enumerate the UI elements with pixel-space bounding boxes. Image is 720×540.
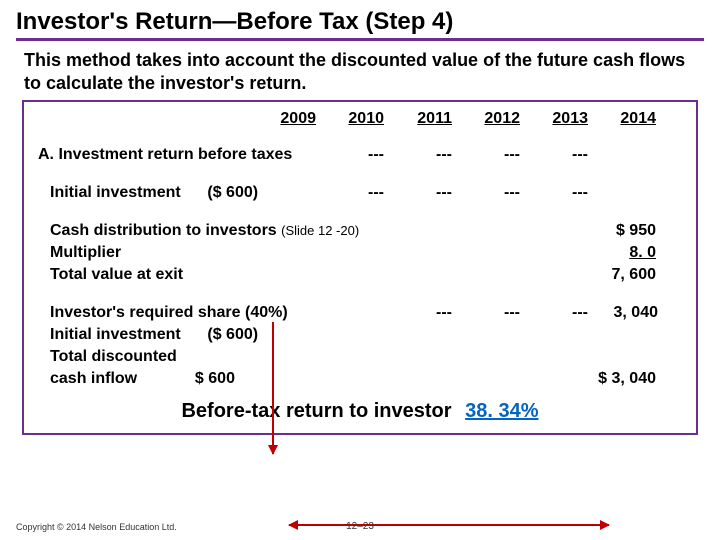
total-discounted-row-2: cash inflow $ 600 $ 3, 040 [38,370,682,388]
dash-cell: --- [384,146,452,164]
dash-cell: --- [384,184,452,202]
year-cell: 2013 [520,110,588,128]
dash-cell: --- [384,304,452,322]
dash-cell: --- [520,146,588,164]
copyright-text: Copyright © 2014 Nelson Education Ltd. [16,522,177,532]
multiplier-row: Multiplier 8. 0 [38,244,682,262]
result-label: Before-tax return to investor [181,400,451,422]
total-discounted-row-1: Total discounted [38,348,682,366]
required-share-row: Investor's required share (40%) --- --- … [38,304,682,322]
subtitle: This method takes into account the disco… [16,49,704,100]
initial-investment-label: Initial investment ($ 600) [38,184,316,202]
initial-label-text: Initial investment [50,184,181,201]
dash-cell: --- [452,304,520,322]
page-number: 12–23 [346,521,374,532]
arrow-horizontal-icon [289,524,609,526]
dash-cell: --- [452,184,520,202]
initial-amount: ($ 600) [207,184,258,201]
value-cell: 3, 040 [588,304,658,322]
cash-distribution-label: Cash distribution to investors (Slide 12… [38,222,518,240]
multiplier-label: Multiplier [38,244,518,262]
year-cell: 2010 [316,110,384,128]
value-cell: $ 3, 040 [316,370,656,388]
initial-investment-2-row: Initial investment ($ 600) [38,326,682,344]
initial-investment-row: Initial investment ($ 600) --- --- --- -… [38,184,682,202]
total-exit-row: Total value at exit 7, 600 [38,266,682,284]
content-box: 2009 2010 2011 2012 2013 2014 A. Investm… [22,100,698,435]
slide: Investor's Return—Before Tax (Step 4) Th… [0,0,720,540]
section-a-label: A. Investment return before taxes [38,146,316,164]
value-cell: $ 950 [518,222,656,240]
total-exit-label: Total value at exit [38,266,518,284]
value-cell: 8. 0 [518,244,656,262]
year-cell: 2009 [248,110,316,128]
year-cell: 2012 [452,110,520,128]
cash-distribution-row: Cash distribution to investors (Slide 12… [38,222,682,240]
total-discounted-label-2: cash inflow $ 600 [38,370,316,388]
section-a-heading: A. Investment return before taxes --- --… [38,146,682,164]
initial-investment-2-label: Initial investment ($ 600) [38,326,316,344]
year-header: 2009 2010 2011 2012 2013 2014 [38,110,682,128]
value-cell: 7, 600 [518,266,656,284]
result-percent: 38. 34% [465,400,538,422]
total-discounted-label-1: Total discounted [38,348,316,366]
result-row: Before-tax return to investor 38. 34% [38,400,682,423]
page-title: Investor's Return—Before Tax (Step 4) [16,8,704,41]
year-cell: 2014 [588,110,656,128]
dash-cell: --- [316,184,384,202]
year-cell: 2011 [384,110,452,128]
required-share-label: Investor's required share (40%) [38,304,384,322]
slide-ref-note: (Slide 12 -20) [281,223,359,238]
dash-cell: --- [520,304,588,322]
dash-cell: --- [520,184,588,202]
dash-cell: --- [316,146,384,164]
dash-cell: --- [452,146,520,164]
arrow-vertical-icon [272,322,274,454]
